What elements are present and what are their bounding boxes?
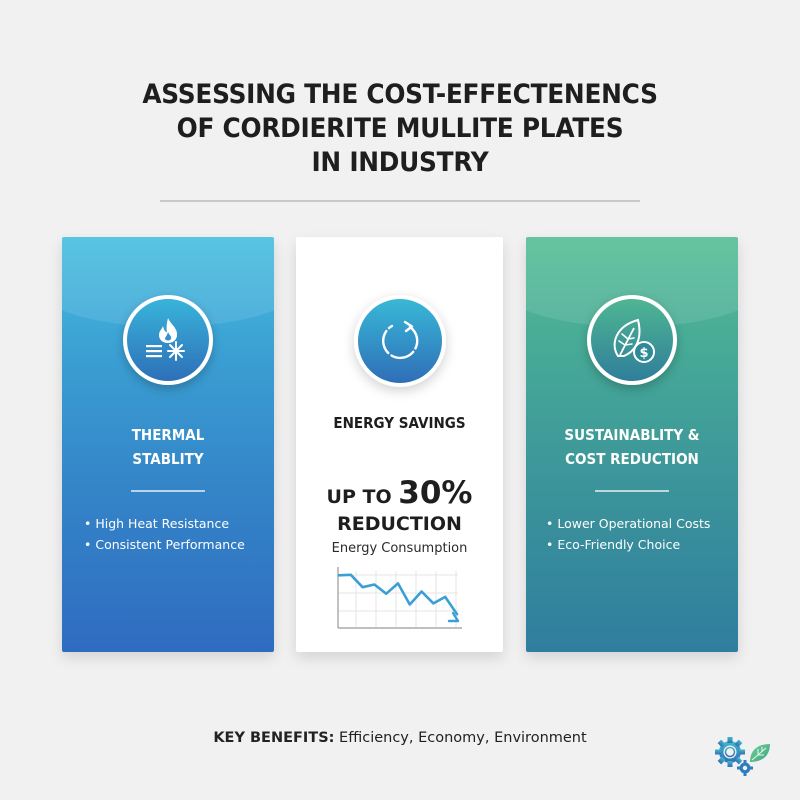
card-energy-savings: ENERGY SAVINGS UP TO 30% REDUCTION Energ… [296,237,503,652]
stat-number: 30% [398,475,473,511]
stat-prefix: UP TO [326,486,399,508]
title-divider [160,200,640,202]
energy-line-chart [337,567,462,629]
cycle-arrow-icon [353,295,446,387]
card-heading: ENERGY SAVINGS [333,414,466,432]
key-benefits: KEY BENEFITS: Efficiency, Economy, Envir… [0,730,800,746]
title-line-2: OF CORDIERITE MULLITE PLATES [176,113,624,144]
leaf-dollar-icon: $ [587,295,677,385]
title-line-3: IN INDUSTRY [311,147,489,178]
card-sustainability: $ SUSTAINABLITY & COST REDUCTION Lower O… [526,237,738,652]
title-line-1: ASSESSING THE COST-EFFECTENENCS [142,79,658,110]
page-title: ASSESSING THE COST-EFFECTENENCS OF CORDI… [32,78,768,180]
stat-sublabel: Energy Consumption [331,541,468,556]
bullet-item: Consistent Performance [84,534,274,555]
gear-leaf-icon [715,737,770,776]
card-heading: THERMAL STABLITY [73,423,264,471]
heading-line-1: SUSTAINABLITY & [564,426,700,444]
heading-line-1: THERMAL [131,426,205,444]
card-thermal-stability: THERMAL STABLITY High Heat Resistance Co… [62,237,274,652]
stat-label: REDUCTION [337,513,462,535]
card-divider [595,490,669,492]
key-benefits-label: KEY BENEFITS: [213,730,335,746]
card-heading: SUSTAINABLITY & COST REDUCTION [537,423,728,471]
bullet-item: High Heat Resistance [84,513,274,534]
bullet-item: Eco-Friendly Choice [546,534,738,555]
svg-text:$: $ [639,346,648,361]
bullet-list: Lower Operational Costs Eco-Friendly Cho… [526,513,738,555]
heading-line-2: STABLITY [132,450,204,468]
flame-snowflake-icon [123,295,213,385]
key-benefits-text: Efficiency, Economy, Environment [334,730,587,746]
bullet-list: High Heat Resistance Consistent Performa… [62,513,274,555]
bullet-item: Lower Operational Costs [546,513,738,534]
card-divider [131,490,205,492]
stat-value: UP TO 30% [296,477,503,514]
heading-line-2: COST REDUCTION [565,450,699,468]
